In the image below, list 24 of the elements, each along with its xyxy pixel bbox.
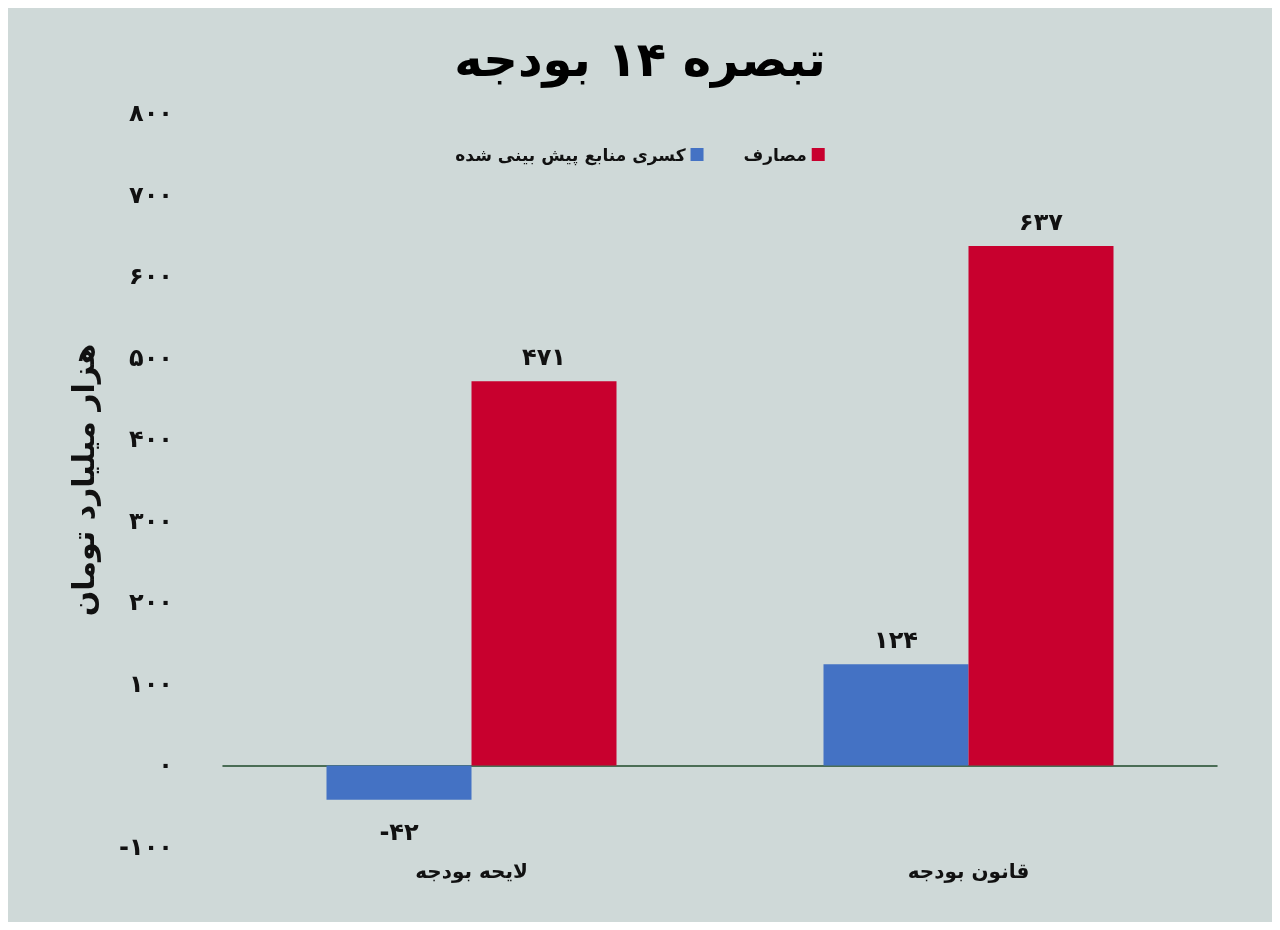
data-label: ۱۲۴: [874, 626, 918, 655]
y-tick-label: ۸۰۰: [129, 99, 173, 127]
bar: [823, 664, 969, 766]
y-tick-label: ۴۰۰: [129, 425, 173, 454]
bar: [326, 765, 472, 800]
y-tick-label: ۵۰۰: [129, 343, 173, 372]
y-tick-label: ۷۰۰: [129, 180, 173, 209]
chart-title: تبصره ۱۴ بودجه: [454, 31, 826, 88]
legend-label: کسری منابع پیش بینی شده: [455, 144, 686, 166]
y-tick-label: ۲۰۰: [129, 588, 173, 617]
y-tick-label: ۶۰۰: [129, 262, 173, 291]
y-tick-label: ۱۰۰: [129, 669, 173, 698]
data-label: ۶۳۷: [1019, 207, 1064, 236]
data-label: ۴۷۱: [522, 343, 566, 372]
x-tick-label: لایحه بودجه: [415, 859, 528, 883]
data-label: -۴۲: [379, 817, 419, 846]
y-axis-title: هزار میلیارد تومان: [65, 343, 101, 617]
y-tick-label: ۳۰۰: [129, 506, 173, 535]
x-tick-label: قانون بودجه: [907, 859, 1030, 883]
y-tick-label: -۱۰۰: [119, 833, 173, 861]
bar: [471, 381, 617, 766]
legend-label: مصارف: [743, 144, 807, 165]
bar: [968, 245, 1114, 766]
y-tick-label: ۰: [158, 751, 173, 780]
